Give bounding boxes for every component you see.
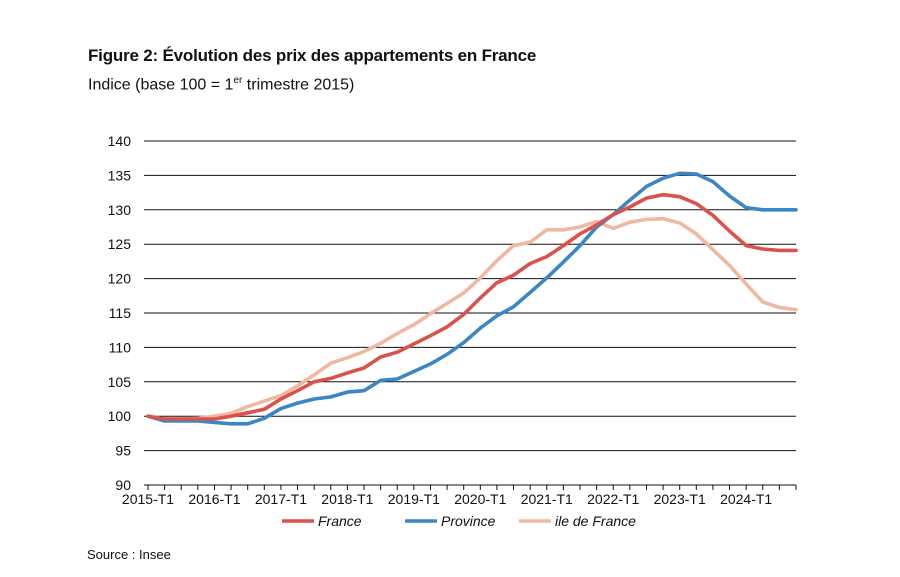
gridlines [144, 140, 796, 486]
y-tick-label: 130 [108, 202, 132, 218]
subtitle-end: trimestre 2015) [242, 76, 355, 94]
x-tick-label: 2020-T1 [454, 491, 506, 507]
y-tick-label: 125 [108, 236, 132, 252]
y-tick-label: 135 [108, 167, 132, 183]
x-tick-label: 2017-T1 [255, 491, 307, 507]
subtitle-main: Indice (base 100 = 1 [88, 76, 234, 94]
series-line-ile-de-france [146, 216, 798, 421]
y-tick-label: 120 [108, 271, 132, 287]
chart-title: Figure 2: Évolution des prix des apparte… [88, 46, 537, 65]
x-tick-label: 2018-T1 [321, 491, 373, 507]
y-axis-ticks: 90 95 100 105 110 115 120 125 130 135 140 [108, 133, 132, 493]
x-tick-label: 2019-T1 [388, 491, 440, 507]
x-tick-label: 2023-T1 [654, 491, 706, 507]
y-tick-label: 90 [115, 477, 131, 493]
subtitle-superscript: er [233, 75, 243, 86]
series-lines [146, 171, 798, 426]
series-line-france [146, 192, 798, 421]
chart-subtitle: Indice (base 100 = 1er trimestre 2015) [88, 75, 354, 94]
y-tick-label: 115 [109, 305, 132, 321]
y-tick-label: 140 [108, 133, 132, 149]
y-tick-label: 95 [115, 443, 131, 459]
x-tick-label: 2015-T1 [122, 491, 174, 507]
x-tick-label: 2016-T1 [188, 491, 240, 507]
source-note: Source : Insee [87, 547, 171, 562]
legend-label: ile de France [555, 513, 636, 529]
legend: France Province ile de France [282, 513, 636, 529]
x-tick-label: 2021-T1 [521, 491, 573, 507]
series-line-province [146, 171, 798, 426]
legend-label: France [318, 513, 362, 529]
x-tick-label: 2022-T1 [587, 491, 639, 507]
y-tick-label: 100 [108, 408, 132, 424]
y-tick-label: 105 [108, 374, 132, 390]
y-tick-label: 110 [109, 339, 132, 355]
x-tick-label: 2024-T1 [720, 491, 772, 507]
x-axis-ticks: 2015-T1 2016-T1 2017-T1 2018-T1 2019-T1 2020-… [122, 485, 797, 507]
legend-label: Province [441, 513, 496, 529]
